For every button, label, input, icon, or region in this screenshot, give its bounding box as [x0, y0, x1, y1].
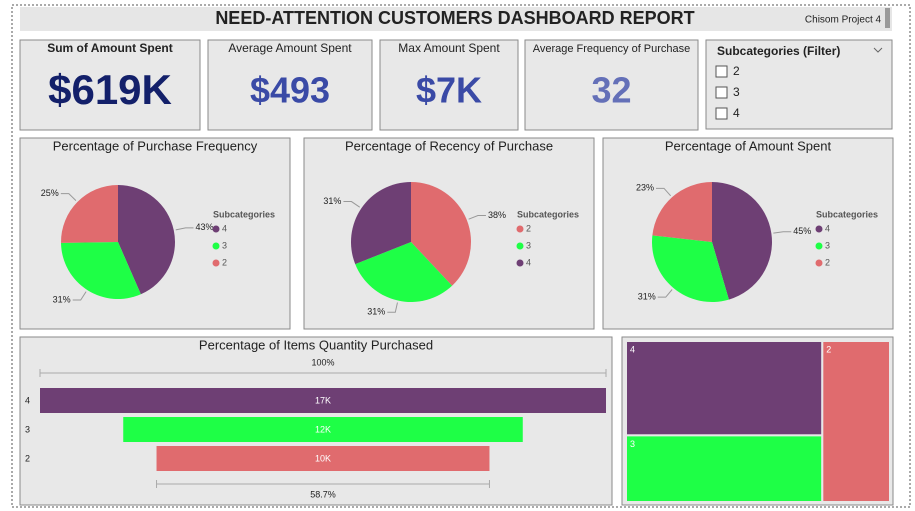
legend-entry: 2 — [526, 223, 531, 233]
chart-title: Percentage of Items Quantity Purchased — [199, 337, 433, 352]
treemap-tile — [625, 340, 824, 437]
leader-line — [657, 289, 673, 298]
leader-line — [773, 231, 792, 234]
data-label: 10K — [315, 453, 331, 463]
card-title: Sum of Amount Spent — [47, 41, 173, 55]
canvas-border — [11, 4, 911, 508]
data-label: 31% — [638, 292, 656, 302]
pie-slice — [652, 182, 712, 242]
legend-swatch — [516, 242, 524, 250]
filter-panel — [705, 39, 893, 130]
funnel-bar — [123, 417, 523, 442]
data-label: 31% — [53, 294, 71, 304]
card-title: Average Amount Spent — [228, 41, 352, 55]
pie-slice — [118, 185, 175, 295]
leader-line — [468, 214, 486, 220]
project-label: Chisom Project 4 — [805, 15, 882, 26]
legend-entry: 2 — [222, 257, 227, 267]
leader-line — [72, 291, 87, 301]
data-label: 23% — [636, 183, 654, 193]
legend-swatch — [516, 225, 524, 233]
filter-option[interactable]: 4 — [733, 106, 740, 120]
filter-option[interactable]: 2 — [733, 64, 740, 78]
legend-swatch — [212, 225, 220, 233]
chart-title: Percentage of Recency of Purchase — [345, 138, 553, 153]
chart-title: Percentage of Amount Spent — [665, 138, 832, 153]
treemap-tile — [625, 434, 824, 503]
legend-title: Subcategories — [517, 209, 579, 219]
pie-slice — [411, 182, 472, 286]
card-value: $7K — [416, 70, 482, 111]
pie-slice — [355, 242, 453, 303]
funnel-bar — [40, 388, 606, 413]
legend-entry: 4 — [222, 223, 227, 233]
data-label: 31% — [367, 307, 385, 317]
legend-entry: 3 — [825, 240, 830, 250]
legend-title: Subcategories — [816, 209, 878, 219]
legend-entry: 3 — [222, 240, 227, 250]
filter-chevron[interactable] — [873, 47, 883, 53]
funnel-annotation: 100% — [311, 357, 334, 367]
data-label: 38% — [488, 210, 506, 220]
funnel-bar — [156, 446, 490, 471]
legend-entry: 3 — [526, 240, 531, 250]
tile-label: 3 — [630, 439, 635, 449]
card-value: 32 — [591, 70, 631, 111]
pie-slice — [712, 182, 772, 300]
card-title: Max Amount Spent — [398, 41, 500, 55]
category-label: 3 — [25, 424, 30, 434]
data-label: 43% — [196, 222, 214, 232]
treemap-tile — [821, 340, 891, 503]
category-label: 4 — [25, 395, 30, 405]
category-label: 2 — [25, 453, 30, 463]
bracket — [39, 369, 607, 377]
filter-option[interactable]: 3 — [733, 85, 740, 99]
card-value: $493 — [250, 70, 330, 111]
scrollbar — [885, 8, 890, 28]
checkbox[interactable] — [715, 65, 728, 78]
card — [524, 39, 699, 131]
data-label: 17K — [315, 395, 331, 405]
funnel-annotation: 58.7% — [310, 489, 336, 499]
data-label: 31% — [323, 196, 341, 206]
checkbox[interactable] — [715, 107, 728, 120]
leader-line — [60, 193, 77, 201]
title-bar — [20, 7, 892, 31]
legend-entry: 4 — [526, 257, 531, 267]
data-label: 25% — [41, 188, 59, 198]
card-value: $619K — [48, 66, 172, 113]
pie-slice — [60, 185, 118, 243]
tile-label: 4 — [630, 344, 635, 354]
data-label: 12K — [315, 424, 331, 434]
legend-swatch — [815, 225, 823, 233]
pie-slice — [61, 242, 141, 299]
leader-line — [655, 187, 672, 197]
pie-slice — [652, 235, 729, 302]
leader-line — [343, 201, 361, 208]
legend-swatch — [212, 242, 220, 250]
tile-label: 2 — [826, 344, 831, 354]
legend-title: Subcategories — [213, 209, 275, 219]
legend-entry: 4 — [825, 223, 830, 233]
leader-line — [175, 227, 194, 231]
legend-entry: 2 — [825, 257, 830, 267]
pie-slice — [351, 182, 411, 265]
bracket — [156, 480, 490, 488]
filter-title: Subcategories (Filter) — [717, 44, 840, 58]
legend-swatch — [815, 242, 823, 250]
card — [207, 39, 373, 131]
legend-swatch — [516, 259, 524, 267]
report-title: NEED-ATTENTION CUSTOMERS DASHBOARD REPOR… — [215, 8, 694, 28]
card-title: Average Frequency of Purchase — [533, 43, 691, 55]
data-label: 45% — [793, 226, 811, 236]
legend-swatch — [212, 259, 220, 267]
leader-line — [387, 302, 398, 313]
checkbox[interactable] — [715, 86, 728, 99]
chart-title: Percentage of Purchase Frequency — [53, 138, 258, 153]
legend-swatch — [815, 259, 823, 267]
card — [379, 39, 519, 131]
card — [19, 39, 201, 131]
